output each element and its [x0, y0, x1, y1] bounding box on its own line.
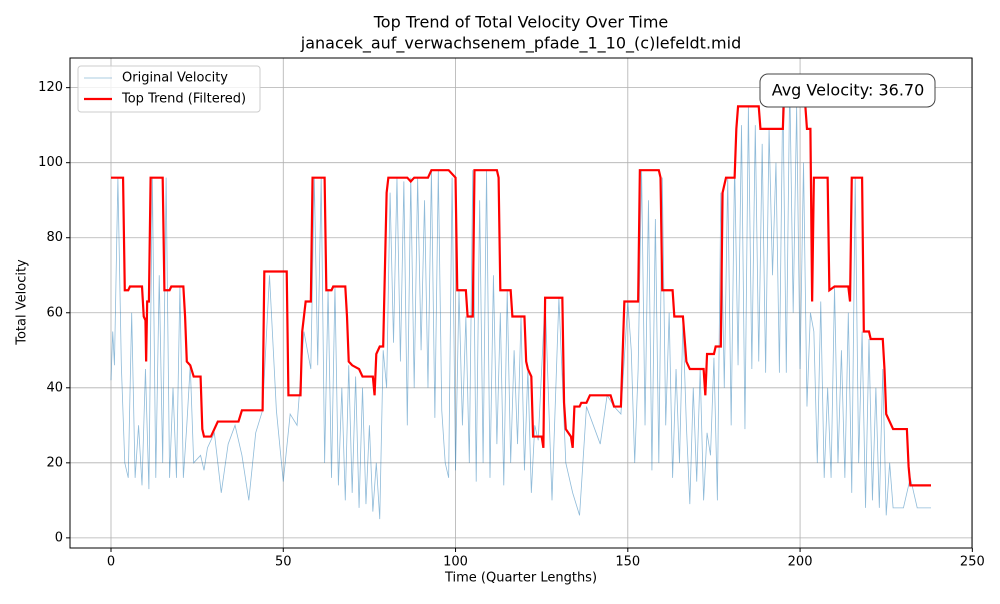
x-tick-label: 150 — [615, 555, 640, 570]
annotation-box — [759, 73, 936, 108]
series-line — [111, 79, 931, 487]
annotation: Avg Velocity: 36.70 — [772, 81, 925, 100]
legend-box — [77, 65, 261, 113]
y-axis-label: Total Velocity — [15, 259, 30, 346]
legend-label: Top Trend (Filtered) — [121, 92, 246, 107]
x-tick-label: 250 — [960, 555, 985, 570]
chart-subtitle: janacek_auf_verwachsenem_pfade_1_10_(c)l… — [300, 34, 741, 54]
y-tick-label: 60 — [46, 305, 63, 320]
series-line — [110, 80, 931, 520]
x-tick-label: 0 — [107, 555, 115, 570]
y-tick-label: 120 — [38, 80, 63, 95]
y-tick-label: 20 — [46, 455, 63, 470]
x-tick-label: 100 — [443, 555, 468, 570]
legend-label: Original Velocity — [122, 71, 228, 86]
x-tick-label: 200 — [788, 555, 813, 570]
x-axis-label: Time (Quarter Lengths) — [444, 571, 597, 586]
y-tick-label: 80 — [46, 230, 63, 245]
y-tick-label: 0 — [55, 530, 63, 545]
y-tick-label: 40 — [46, 380, 63, 395]
x-tick-label: 50 — [275, 555, 292, 570]
y-tick-label: 100 — [38, 155, 63, 170]
chart-title: Top Trend of Total Velocity Over Time — [373, 13, 669, 32]
plot-frame — [69, 57, 973, 549]
